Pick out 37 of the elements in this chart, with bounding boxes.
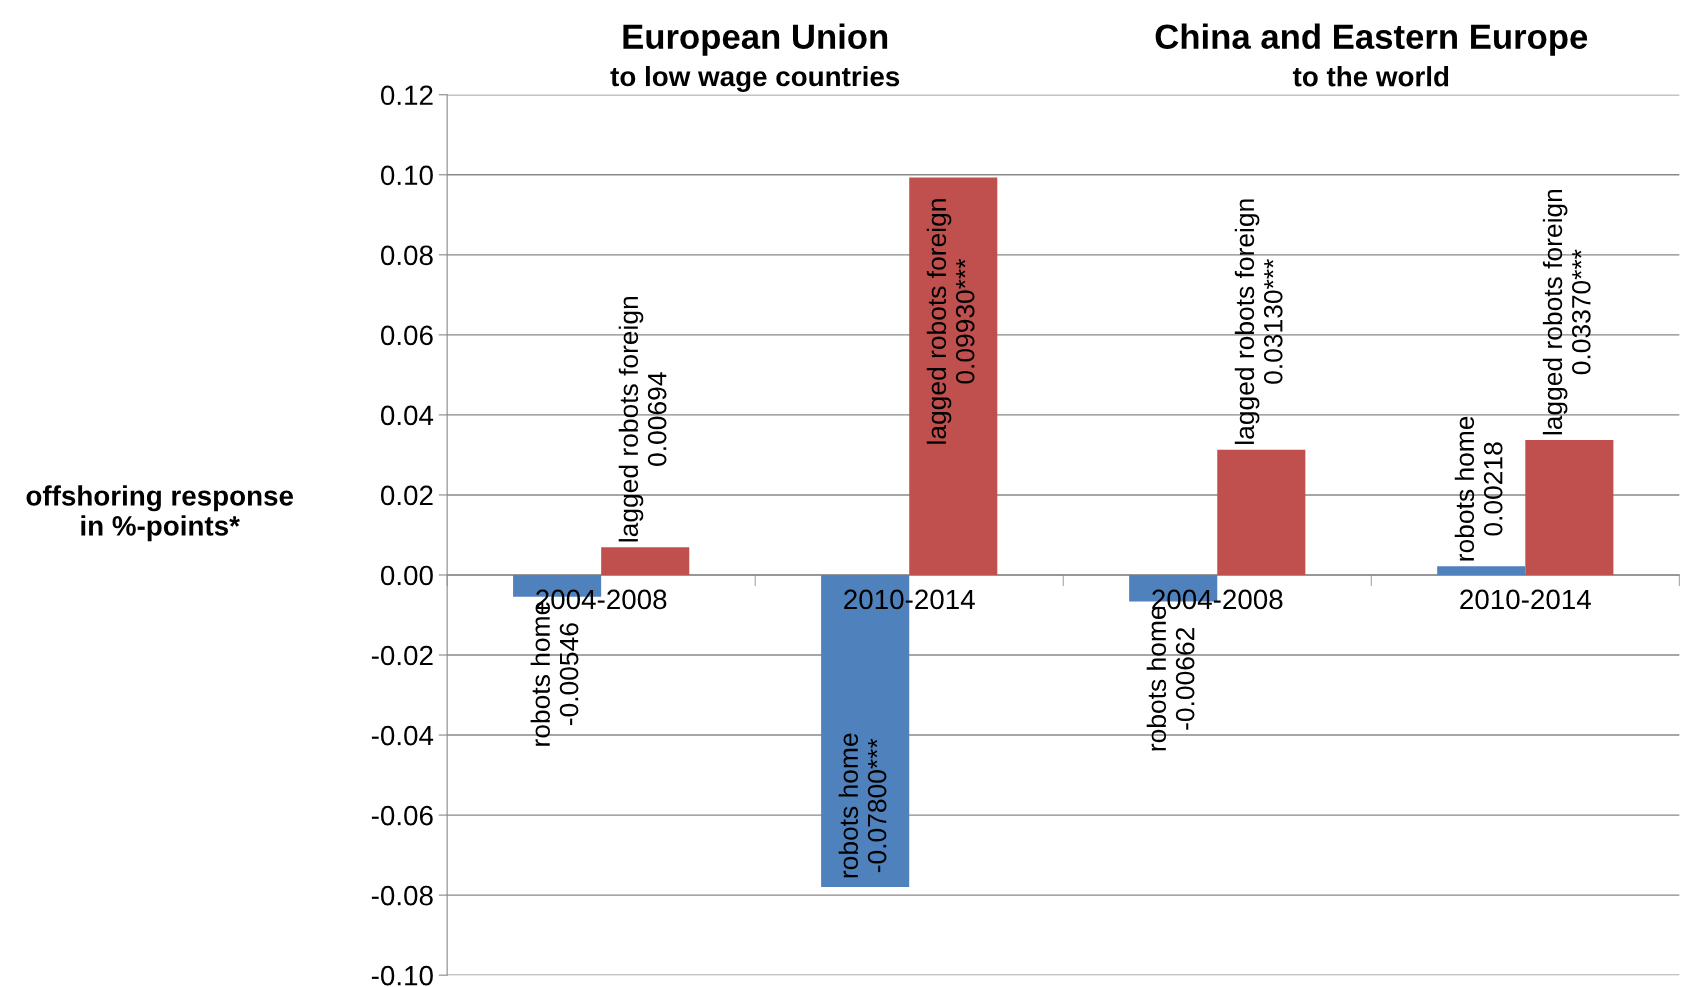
text: to the world [1292,66,1449,87]
bar [1525,440,1614,575]
data-label: 0.00694 [647,372,667,466]
y-tick-label: 0.04 [380,405,434,426]
y-tick-label: 0.00 [380,565,433,586]
text: lagged robots foreign [1542,189,1568,435]
text: robots home [838,733,859,878]
y-tick-label: 0.10 [380,165,433,186]
text: to low wage countries [610,65,900,92]
bar [601,547,690,575]
y-tick-label: 0.08 [380,245,433,266]
data-label: 0.00218 [1483,442,1503,536]
y-tick-label: 0.02 [380,485,433,506]
y-tick-label: -0.10 [371,965,433,986]
y-tick-label: -0.08 [371,885,433,906]
bar [1437,566,1526,575]
text: European Union [623,23,888,56]
text: lagged robots foreign [618,296,644,542]
text: lagged robots foreign [926,199,952,444]
text: lagged robots foreign [1234,199,1260,444]
bar [909,177,998,575]
y-tick-label: 0.12 [380,85,433,106]
data-label: 0.03130*** [1263,259,1283,384]
x-tick-label: 2010-2014 [1460,589,1591,610]
y-tick-label: 0.06 [380,325,433,346]
data-label: 0.03370*** [1571,249,1591,375]
y-tick-label: -0.02 [371,645,433,666]
bar [1217,449,1306,575]
data-label: -0.00546 [559,623,579,726]
y-tick-label: -0.04 [371,725,434,746]
text: China and Eastern Europe [1155,23,1588,56]
data-label: -0.07800*** [867,738,887,873]
data-label: -0.00662 [1175,628,1195,730]
y-axis-title: offshoring response in %-points* [26,485,294,542]
data-label: 0.09930*** [955,258,975,384]
text: robots home [1454,416,1475,561]
y-tick-label: -0.06 [371,805,433,826]
